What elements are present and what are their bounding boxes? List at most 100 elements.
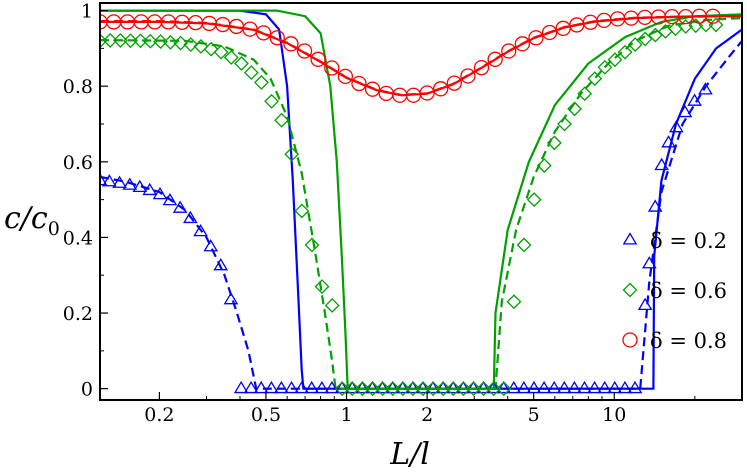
series-1-point	[183, 37, 199, 53]
series-1-point	[405, 381, 421, 397]
series-0-point	[516, 380, 532, 394]
series-0-point	[486, 380, 501, 394]
series-2-point	[446, 75, 462, 91]
series-0-point	[142, 182, 158, 196]
series-1-point	[597, 59, 613, 75]
series-2-dashed-line	[100, 15, 742, 97]
series-0-point	[577, 380, 592, 394]
series-0-point	[101, 174, 117, 187]
series-0-point	[637, 297, 653, 311]
series-1-point	[355, 381, 370, 397]
series-2-point	[269, 30, 285, 46]
series-1-point	[274, 112, 289, 128]
plot-frame	[99, 2, 743, 401]
series-0-point	[233, 380, 249, 394]
legend-label-1: δ = 0.6	[650, 279, 727, 303]
series-0-point	[617, 380, 633, 394]
series-0-point	[668, 119, 684, 133]
legend: δ = 0.2 δ = 0.6 δ = 0.8	[622, 229, 727, 353]
series-0-point	[375, 380, 390, 394]
series-0-point	[223, 292, 239, 305]
series-1-point	[213, 44, 229, 60]
series-0-point	[455, 380, 471, 394]
series-1-point	[223, 50, 239, 65]
series-1-point	[385, 381, 401, 397]
series-1-point	[557, 116, 572, 132]
series-1-point	[536, 158, 552, 174]
y-tick-label: 0.8	[63, 76, 93, 98]
series-0-point	[425, 380, 441, 394]
series-0-point	[647, 199, 663, 212]
y-axis-title: c/c0	[4, 201, 60, 240]
series-1-point	[304, 237, 320, 253]
series-1-point	[466, 381, 481, 397]
series-1-point	[264, 93, 280, 109]
series-0-point	[661, 135, 676, 148]
series-0-point	[213, 258, 229, 271]
series-1-point	[415, 381, 431, 397]
series-0-point	[183, 210, 198, 224]
series-1-point	[486, 381, 502, 397]
series-1-point	[506, 294, 522, 310]
series-1-point	[142, 33, 158, 49]
series-1-point	[587, 71, 603, 87]
series-2-point	[528, 30, 544, 46]
series-0-point	[445, 380, 461, 394]
x-axis-title: L/l	[389, 437, 430, 472]
series-0-point	[294, 380, 310, 394]
series-0-solid-line	[100, 9, 742, 390]
series-1-dashed-line	[100, 17, 742, 390]
series-1-point	[284, 146, 300, 162]
series-0-point	[324, 380, 340, 394]
series-1-point	[607, 52, 623, 68]
series-1-point	[567, 101, 583, 117]
series-1-point	[203, 41, 219, 57]
series-2-point	[351, 75, 367, 92]
markers-layer	[100, 8, 724, 397]
series-1-point	[344, 381, 360, 397]
series-1-point	[526, 192, 542, 208]
series-0-point	[654, 157, 669, 171]
series-2-point	[541, 24, 558, 41]
series-0-point	[587, 380, 602, 394]
axes-layer: 0.2 0.5 1 2 5 10 0 0.2 0.4 0.6 0.8 1	[63, 1, 696, 426]
series-1-point	[163, 34, 178, 50]
series-0-point	[405, 380, 421, 394]
series-0-point	[122, 177, 138, 190]
y-tick-label: 0.2	[63, 303, 93, 325]
series-0-point	[354, 380, 370, 394]
series-1-point	[516, 237, 532, 253]
series-0-point	[466, 380, 481, 394]
series-0-point	[567, 380, 582, 394]
series-0-point	[415, 380, 431, 394]
series-2-point	[283, 36, 299, 52]
series-2-point	[337, 68, 354, 85]
y-tick-label: 0	[81, 379, 93, 401]
series-1-point	[476, 381, 492, 397]
series-1-point	[123, 33, 138, 49]
series-2-point	[705, 8, 721, 24]
series-1-point	[546, 135, 562, 151]
series-0-point	[546, 380, 562, 394]
series-1-point	[254, 74, 269, 90]
series-0-point	[344, 380, 360, 394]
series-0-point	[162, 192, 178, 206]
series-0-point	[112, 175, 127, 188]
series-0-point	[132, 179, 148, 193]
x-tick-label: 5	[528, 404, 540, 426]
series-0-point	[476, 380, 491, 394]
series-0-point	[314, 380, 330, 394]
series-0-point	[698, 82, 713, 95]
series-1-point	[133, 33, 148, 49]
series-0-point	[193, 223, 208, 237]
y-tick-label: 0.6	[63, 152, 93, 174]
series-1-point	[243, 65, 259, 80]
series-1-point	[153, 34, 168, 49]
series-0-point	[506, 380, 522, 394]
x-tick-label: 10	[602, 404, 626, 426]
series-1-point	[425, 381, 441, 397]
x-tick-label: 0.5	[251, 404, 281, 426]
series-1-point	[173, 35, 189, 51]
series-1-point	[102, 33, 118, 48]
